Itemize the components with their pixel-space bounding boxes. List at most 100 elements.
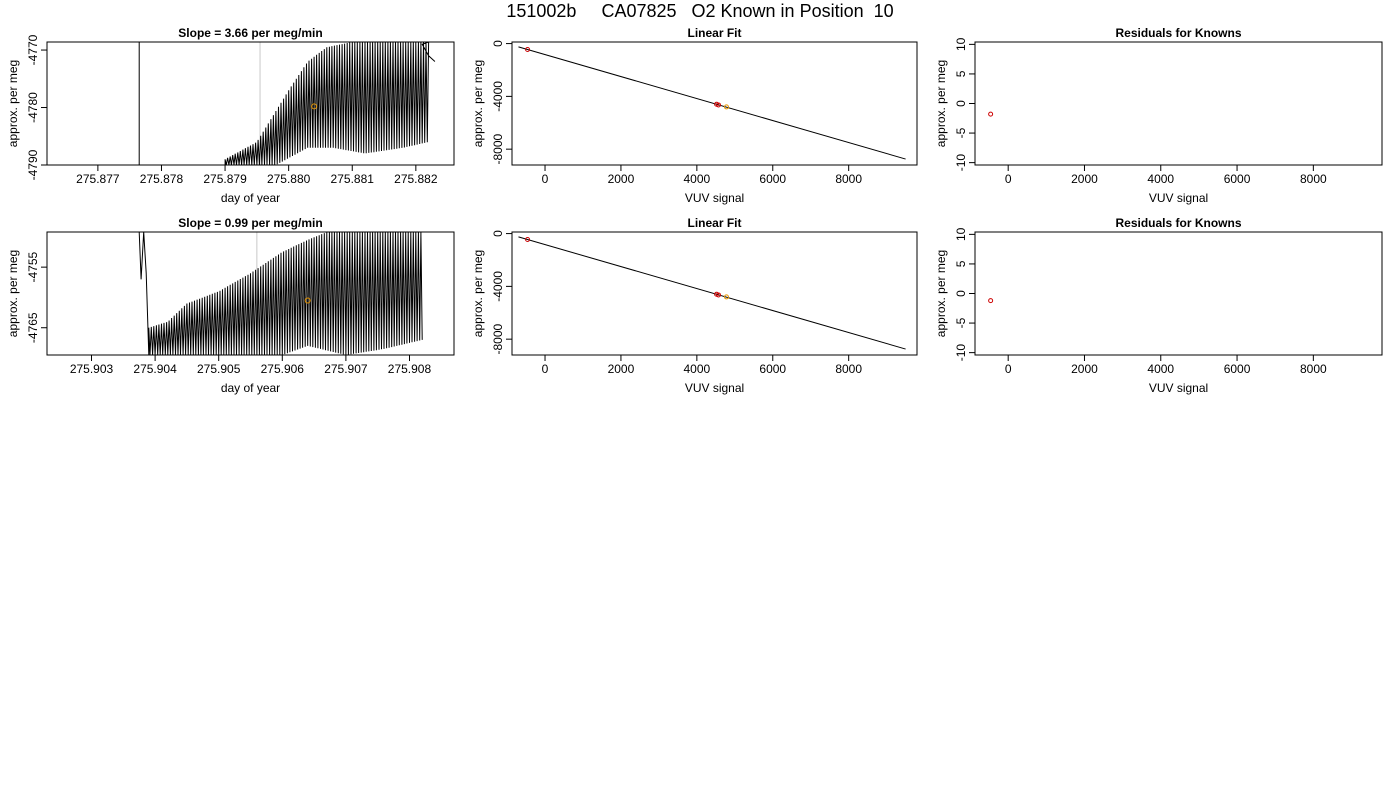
y-tick-label: -4765 (26, 312, 40, 343)
y-tick-label: 5 (954, 70, 968, 77)
plot-frame (974, 231, 1383, 356)
y-tick-label: -4000 (491, 81, 505, 112)
y-tick-label: 0 (954, 100, 968, 107)
y-tick-label: -10 (954, 154, 968, 172)
x-axis-label: VUV signal (1149, 191, 1208, 205)
x-tick-label: 2000 (608, 172, 635, 186)
data-point (723, 104, 729, 110)
y-tick-label: -5 (954, 317, 968, 328)
chart-fit2: Linear Fit 0 2000 4000 6000 8000 0 -4000 -8000 VU… (471, 216, 918, 395)
x-tick-label: 0 (542, 362, 549, 376)
chart-title: Residuals for Knowns (1115, 216, 1241, 230)
y-axis-label: approx. per meg (6, 250, 20, 337)
data-point (525, 47, 531, 53)
x-tick-label: 275.906 (261, 362, 305, 376)
y-tick-label: -4000 (491, 271, 505, 302)
x-axis-label: day of year (221, 191, 280, 205)
x-tick-label: 275.882 (394, 172, 438, 186)
fit-line (518, 46, 906, 160)
chart-title: Slope = 3.66 per meg/min (178, 26, 322, 40)
selected-point-marker (304, 297, 311, 304)
y-tick-label: -4790 (26, 149, 40, 180)
x-tick-label: 2000 (608, 362, 635, 376)
data-point (988, 298, 994, 304)
y-tick-label: 0 (491, 230, 505, 237)
chart-fit1: Linear Fit 0 2000 4000 6000 8000 0 -4000 -8000 VU… (471, 26, 918, 205)
x-axis-label: VUV signal (1149, 381, 1208, 395)
y-tick-label: -8000 (491, 133, 505, 164)
chart-title: Linear Fit (687, 26, 741, 40)
plot-area (138, 232, 423, 355)
x-tick-label: 275.907 (324, 362, 368, 376)
y-tick-label: -8000 (491, 323, 505, 354)
x-tick-label: 275.904 (133, 362, 177, 376)
x-tick-label: 2000 (1071, 172, 1098, 186)
x-tick-label: 275.908 (388, 362, 432, 376)
plot-frame (46, 41, 455, 166)
plot-area (518, 46, 906, 160)
chart-title: Linear Fit (687, 216, 741, 230)
x-tick-label: 275.879 (203, 172, 247, 186)
x-tick-label: 6000 (759, 172, 786, 186)
x-tick-label: 8000 (835, 172, 862, 186)
x-tick-label: 275.903 (70, 362, 114, 376)
x-tick-label: 4000 (1147, 362, 1174, 376)
y-tick-label: -4755 (26, 251, 40, 282)
y-tick-label: -5 (954, 127, 968, 138)
y-tick-label: -4780 (26, 92, 40, 123)
plot-frame (974, 41, 1383, 166)
data-point (988, 111, 994, 117)
x-axis-label: day of year (221, 381, 280, 395)
x-tick-label: 275.880 (267, 172, 311, 186)
x-tick-label: 6000 (759, 362, 786, 376)
x-axis-label: VUV signal (685, 381, 744, 395)
plot-area (988, 111, 994, 117)
y-axis-label: approx. per meg (934, 60, 948, 147)
series-line (138, 232, 423, 355)
y-axis-label: approx. per meg (934, 250, 948, 337)
x-tick-label: 6000 (1224, 362, 1251, 376)
y-tick-label: -10 (954, 344, 968, 362)
selected-point-marker (311, 103, 318, 110)
x-axis-label: VUV signal (685, 191, 744, 205)
chart-title: Residuals for Knowns (1115, 26, 1241, 40)
page-title: 151002b CA07825 O2 Known in Position 10 (506, 1, 894, 21)
plot-area (988, 298, 994, 304)
y-tick-label: 10 (954, 227, 968, 241)
data-point (715, 292, 721, 298)
y-tick-label: -4770 (26, 34, 40, 65)
x-tick-label: 6000 (1224, 172, 1251, 186)
x-tick-label: 2000 (1071, 362, 1098, 376)
y-axis-label: approx. per meg (471, 60, 485, 147)
plot-area (138, 42, 436, 165)
x-tick-label: 8000 (1300, 362, 1327, 376)
x-tick-label: 0 (1005, 172, 1012, 186)
x-tick-label: 275.881 (331, 172, 375, 186)
y-tick-label: 5 (954, 260, 968, 267)
data-point (723, 294, 729, 300)
chart-res2: Residuals for Knowns 0 2000 4000 6000 8000 10 5… (934, 216, 1383, 395)
series-line (138, 42, 436, 165)
x-tick-label: 0 (1005, 362, 1012, 376)
data-point (715, 102, 721, 108)
plot-frame (511, 231, 918, 356)
y-axis-label: approx. per meg (6, 60, 20, 147)
x-tick-label: 4000 (1147, 172, 1174, 186)
chart-ts1: Slope = 3.66 per meg/min 275.877 275.878 27… (6, 26, 455, 205)
x-tick-label: 8000 (835, 362, 862, 376)
plot-area (518, 236, 906, 350)
chart-res1: Residuals for Knowns 0 2000 4000 6000 8000 10 5… (934, 26, 1383, 205)
chart-ts2: Slope = 0.99 per meg/min 275.903 275.904 27… (6, 216, 455, 395)
y-tick-label: 10 (954, 37, 968, 51)
x-tick-label: 4000 (683, 172, 710, 186)
x-tick-label: 275.905 (197, 362, 241, 376)
y-tick-label: 0 (954, 290, 968, 297)
x-tick-label: 4000 (683, 362, 710, 376)
x-tick-label: 8000 (1300, 172, 1327, 186)
data-point (525, 237, 531, 243)
x-tick-label: 0 (542, 172, 549, 186)
fit-line (518, 236, 906, 350)
plot-frame (46, 231, 455, 356)
chart-title: Slope = 0.99 per meg/min (178, 216, 322, 230)
